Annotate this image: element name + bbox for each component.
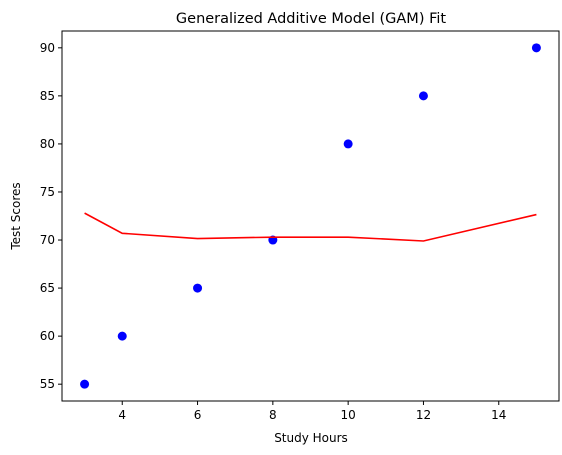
x-tick-label: 4: [118, 408, 126, 422]
x-axis-label: Study Hours: [274, 431, 348, 445]
y-axis: 55 60 65 70 75 80 85 90: [40, 41, 62, 391]
x-tick-label: 14: [491, 408, 506, 422]
x-axis: 4 6 8 10 12 14: [118, 401, 506, 422]
chart-title: Generalized Additive Model (GAM) Fit: [176, 11, 446, 27]
plot-area: [61, 30, 560, 402]
y-tick-label: 60: [40, 329, 55, 343]
x-tick-label: 8: [269, 408, 277, 422]
gam-fit-line: [84, 212, 537, 242]
y-tick-label: 90: [40, 41, 55, 55]
x-tick-label: 10: [341, 408, 356, 422]
y-tick-label: 85: [40, 89, 55, 103]
data-point: [531, 43, 541, 53]
y-tick-label: 55: [40, 377, 55, 391]
x-tick-label: 12: [416, 408, 431, 422]
data-point: [193, 283, 203, 293]
y-tick-label: 65: [40, 281, 55, 295]
y-tick-label: 70: [40, 233, 55, 247]
data-point: [117, 331, 127, 341]
data-point: [418, 91, 428, 101]
y-tick-label: 80: [40, 137, 55, 151]
y-axis-label: Test Scores: [9, 182, 23, 250]
data-point: [80, 379, 90, 389]
data-point: [343, 139, 353, 149]
y-tick-label: 75: [40, 185, 55, 199]
series-layer: [80, 43, 541, 389]
x-tick-label: 6: [194, 408, 202, 422]
